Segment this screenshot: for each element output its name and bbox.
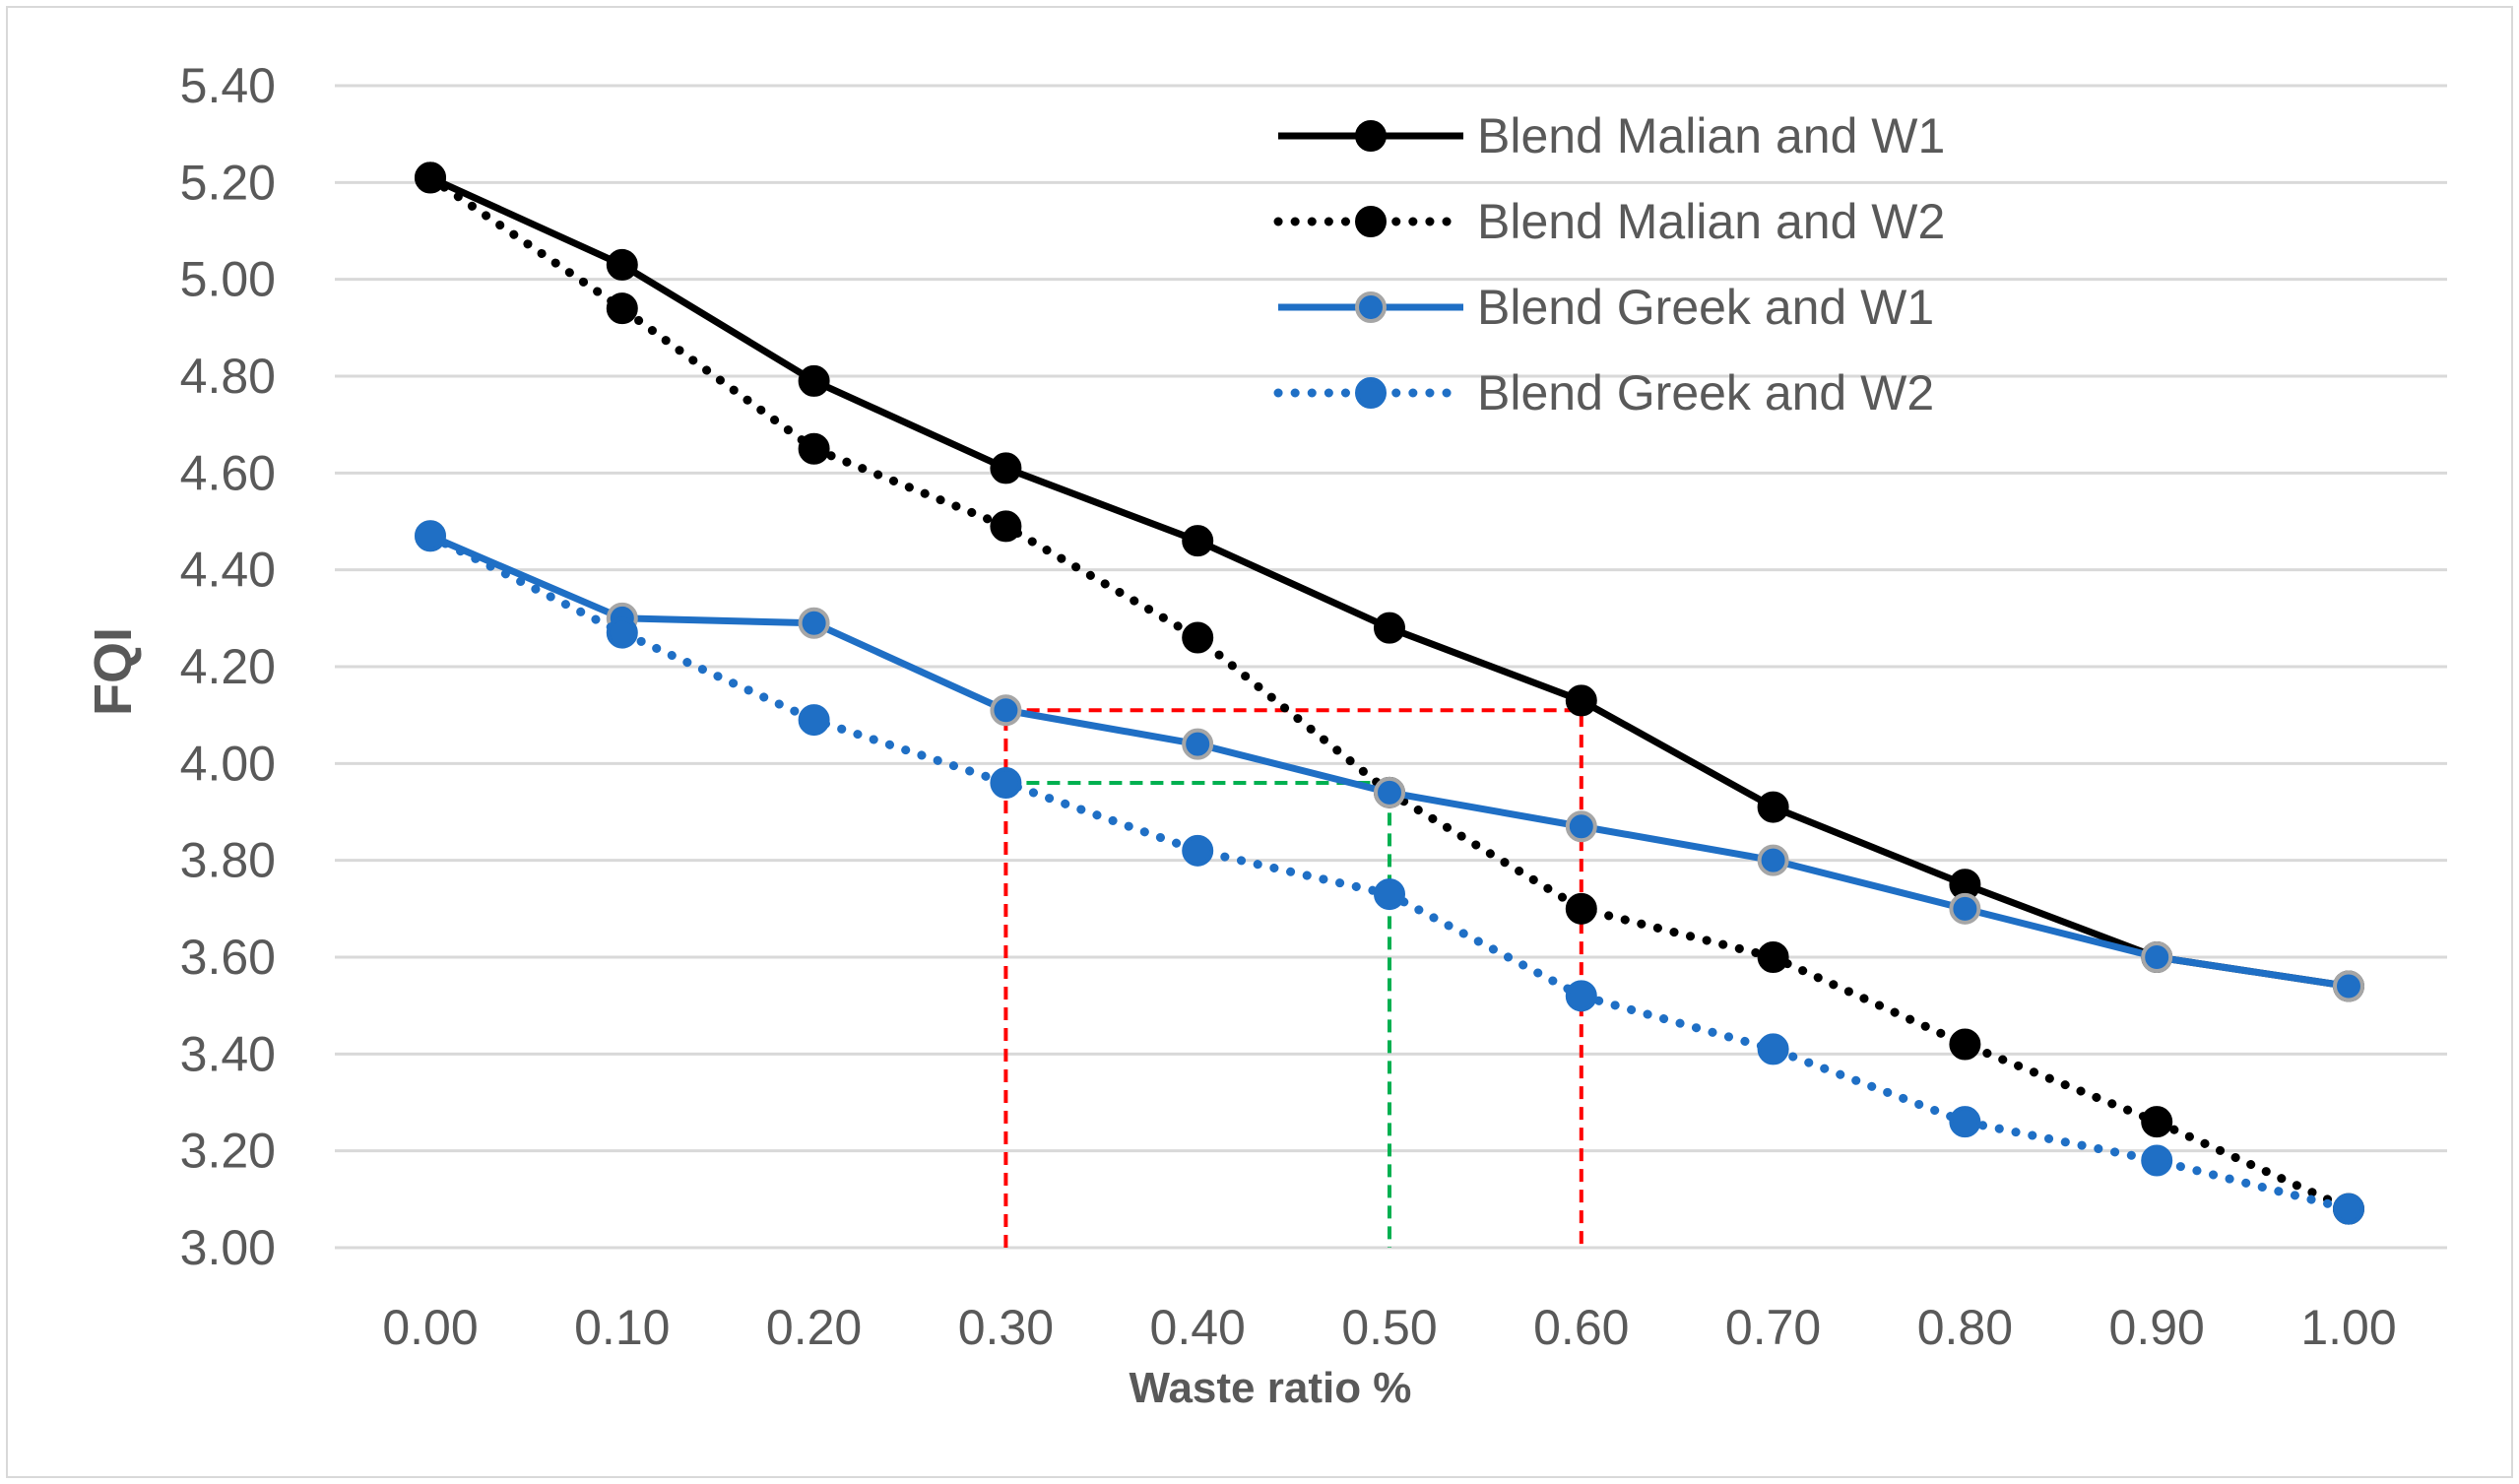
data-point: [1757, 844, 1789, 876]
data-point: [606, 616, 638, 649]
legend-item-4: Blend Greek and W2: [1273, 365, 1934, 420]
data-point: [990, 767, 1022, 799]
data-point: [1565, 980, 1597, 1012]
legend-marker: [1355, 120, 1387, 152]
y-tick-label: 3.80: [180, 833, 276, 888]
legend-item-1: Blend Malian and W1: [1278, 108, 1945, 163]
data-point: [1565, 810, 1597, 843]
legend-label: Blend Malian and W2: [1477, 194, 1945, 249]
data-point: [1949, 1028, 1981, 1061]
data-point: [1949, 1106, 1981, 1138]
y-tick-label: 3.40: [180, 1026, 276, 1081]
x-tick-label: 0.40: [1150, 1300, 1246, 1355]
series-4: [415, 520, 2364, 1225]
data-point: [1565, 684, 1597, 717]
data-point: [2141, 941, 2173, 973]
data-point: [2333, 1193, 2364, 1225]
data-point: [1757, 791, 1789, 823]
x-tick-label: 0.10: [574, 1300, 670, 1355]
data-point: [990, 694, 1022, 727]
y-tick-label: 5.00: [180, 252, 276, 307]
data-point: [1565, 892, 1597, 925]
data-point: [798, 607, 830, 639]
y-tick-label: 4.20: [180, 639, 276, 694]
legend-marker: [1355, 291, 1387, 323]
y-tick-label: 3.00: [180, 1220, 276, 1275]
data-point: [606, 292, 638, 325]
x-tick-label: 0.80: [1917, 1300, 2013, 1355]
data-point: [1182, 525, 1214, 557]
series-group: [415, 161, 2364, 1225]
y-tick-label: 4.40: [180, 543, 276, 598]
y-tick-labels: 3.00 3.20 3.40 3.60 3.80 4.00 4.20 4.40 4.60 4.80…: [180, 58, 276, 1275]
x-tick-label: 0.70: [1725, 1300, 1821, 1355]
x-axis-title: Waste ratio %: [1130, 1364, 1412, 1412]
data-point: [415, 161, 446, 194]
data-point: [990, 510, 1022, 543]
data-point: [990, 452, 1022, 484]
legend-item-2: Blend Malian and W2: [1273, 194, 1945, 249]
data-point: [1374, 612, 1405, 644]
series-1: [415, 161, 2364, 1002]
legend-marker: [1355, 377, 1387, 409]
data-point: [1374, 878, 1405, 911]
y-tick-label: 4.80: [180, 349, 276, 404]
red-guide-line: [1003, 708, 1583, 1248]
data-point: [415, 520, 446, 552]
legend-label: Blend Greek and W1: [1477, 280, 1934, 335]
data-point: [1182, 728, 1214, 760]
x-tick-labels: 0.00 0.10 0.20 0.30 0.40 0.50 0.60 0.70 0.80 0.90…: [382, 1300, 2396, 1355]
gridlines: [335, 84, 2447, 1250]
x-tick-label: 0.20: [766, 1300, 862, 1355]
y-tick-label: 4.00: [180, 736, 276, 791]
data-point: [2141, 1144, 2173, 1177]
data-point: [1757, 941, 1789, 973]
y-tick-label: 4.60: [180, 445, 276, 500]
x-tick-label: 0.00: [382, 1300, 478, 1355]
x-tick-label: 1.00: [2300, 1300, 2396, 1355]
y-tick-label: 5.20: [180, 155, 276, 210]
x-tick-label: 0.60: [1533, 1300, 1629, 1355]
chart-frame: [6, 6, 2513, 1478]
data-point: [606, 248, 638, 281]
data-point: [1182, 834, 1214, 867]
legend: Blend Malian and W1 Blend Malian and W2 Bl…: [1273, 108, 1945, 420]
data-point: [798, 432, 830, 465]
guide-lines: [1003, 708, 1583, 1248]
data-point: [798, 704, 830, 737]
x-tick-label: 0.50: [1341, 1300, 1437, 1355]
legend-item-3: Blend Greek and W1: [1278, 280, 1934, 335]
data-point: [798, 364, 830, 397]
legend-marker: [1355, 206, 1387, 237]
x-tick-label: 0.30: [958, 1300, 1054, 1355]
data-point: [1757, 1033, 1789, 1065]
data-point: [2141, 1106, 2173, 1138]
data-point: [1949, 892, 1981, 925]
data-point: [1182, 621, 1214, 654]
x-tick-label: 0.90: [2109, 1300, 2205, 1355]
legend-label: Blend Malian and W1: [1477, 108, 1945, 163]
legend-label: Blend Greek and W2: [1477, 365, 1934, 420]
y-tick-label: 3.20: [180, 1124, 276, 1179]
data-point: [2333, 970, 2364, 1002]
data-point: [1374, 776, 1405, 808]
y-tick-label: 5.40: [180, 58, 276, 113]
y-tick-label: 3.60: [180, 930, 276, 985]
y-axis-title: FQI: [84, 627, 143, 716]
